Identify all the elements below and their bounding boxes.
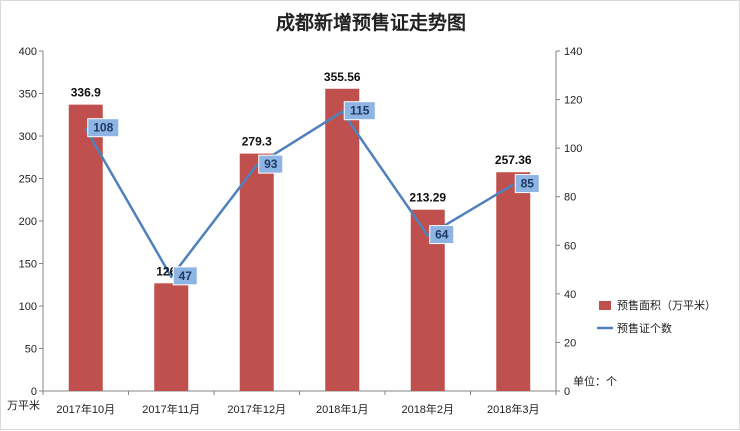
x-axis-category-label: 2018年3月 — [487, 402, 540, 416]
left-axis-tick-label: 400 — [19, 46, 37, 58]
line-value-label-box — [87, 118, 120, 138]
line-series — [84, 110, 514, 279]
bar-value-label: 355.56 — [324, 70, 361, 84]
right-axis-tick-label: 20 — [564, 337, 576, 349]
x-axis-category-label: 2017年12月 — [227, 402, 286, 416]
bar — [239, 153, 274, 391]
x-axis-category-label: 2017年11月 — [142, 402, 200, 416]
right-axis-tick-label: 40 — [564, 289, 576, 301]
legend-line-label: 预售证个数 — [617, 321, 672, 335]
bar-value-label: 279.3 — [242, 135, 272, 149]
bar — [68, 104, 103, 391]
line-value-label: 47 — [179, 269, 193, 283]
line-value-label: 115 — [350, 104, 370, 118]
legend-bar-label: 预售面积（万平米） — [617, 298, 716, 312]
bar — [496, 172, 531, 391]
axes: 0 50 100 150 200 250 300 350 400 0 20 40 60 80 100 120 1… — [19, 46, 583, 416]
bar — [325, 88, 360, 392]
right-axis-tick-label: 140 — [564, 46, 582, 58]
left-axis-tick-label: 200 — [19, 216, 37, 228]
right-axis-unit-label: 单位：个 — [573, 374, 617, 388]
line-value-label-box — [514, 174, 540, 194]
bar-value-label: 336.9 — [71, 86, 101, 100]
line-value-label-box — [429, 225, 455, 245]
line-value-label: 108 — [93, 121, 113, 135]
line-value-label: 85 — [521, 177, 535, 191]
left-axis-unit-label: 万平米 — [7, 399, 40, 412]
line-value-label-box — [172, 266, 198, 286]
line-value-label-box — [343, 101, 376, 121]
chart-title: 成都新增预售证走势图 — [276, 11, 466, 34]
right-axis-tick-label: 60 — [564, 240, 576, 252]
bar-value-label: 213.29 — [409, 191, 446, 205]
left-axis-tick-label: 100 — [19, 301, 37, 313]
line-value-label-box — [258, 154, 284, 174]
left-axis-tick-label: 50 — [25, 344, 37, 356]
right-axis-tick-label: 100 — [564, 143, 582, 155]
right-axis-tick-label: 120 — [564, 95, 582, 107]
x-axis-category-label: 2017年10月 — [56, 402, 115, 416]
data-labels: 336.9126.7279.3355.56213.29257.361084793… — [71, 70, 540, 286]
right-axis-tick-label: 80 — [564, 192, 576, 204]
bar — [154, 283, 189, 391]
left-axis-tick-label: 150 — [19, 259, 37, 271]
bar-value-label: 257.36 — [495, 153, 532, 167]
left-axis-tick-label: 0 — [31, 386, 37, 398]
bar-series — [68, 88, 531, 392]
x-axis-category-label: 2018年2月 — [401, 402, 454, 416]
legend: 预售面积（万平米） 预售证个数 — [597, 298, 716, 335]
left-axis-tick-label: 300 — [19, 131, 37, 143]
line-value-label: 64 — [435, 228, 449, 242]
left-axis-tick-label: 350 — [19, 89, 37, 101]
left-axis-tick-label: 250 — [19, 174, 37, 186]
legend-bar-swatch — [599, 301, 611, 310]
line-path — [84, 110, 514, 279]
x-axis-category-label: 2018年1月 — [316, 402, 369, 416]
right-axis-tick-label: 0 — [564, 386, 570, 398]
line-value-label: 93 — [264, 157, 278, 171]
